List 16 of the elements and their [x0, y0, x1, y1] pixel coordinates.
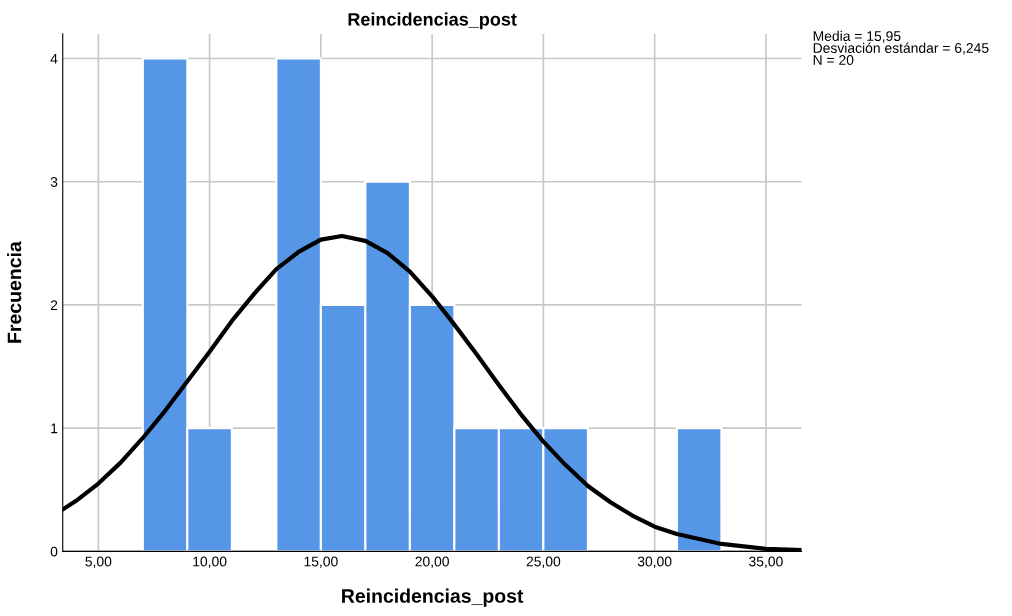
text: Media = 15,95 Desviación estándar = 6,245 N = 20: [813, 30, 989, 65]
x-tick-label: 15,00: [304, 556, 338, 569]
chart-title: Reincidencias_post: [348, 12, 517, 30]
x-axis-title: Reincidencias_post: [342, 588, 524, 607]
x-tick-label: 25,00: [526, 556, 561, 569]
x-tick-label: 5,00: [85, 556, 112, 569]
y-tick-label: 0: [50, 546, 58, 557]
y-tick-label: 1: [51, 423, 58, 434]
y-tick-label: 2: [50, 300, 58, 310]
x-tick-label: 10,00: [193, 556, 227, 569]
y-tick-label: 4: [50, 54, 58, 64]
x-tick-label: 20,00: [415, 556, 449, 569]
y-tick-label: 3: [50, 177, 58, 187]
x-tick-label: 30,00: [637, 556, 672, 569]
y-axis-title: Frecuencia: [7, 241, 22, 343]
x-tick-label: 35,00: [749, 556, 783, 569]
